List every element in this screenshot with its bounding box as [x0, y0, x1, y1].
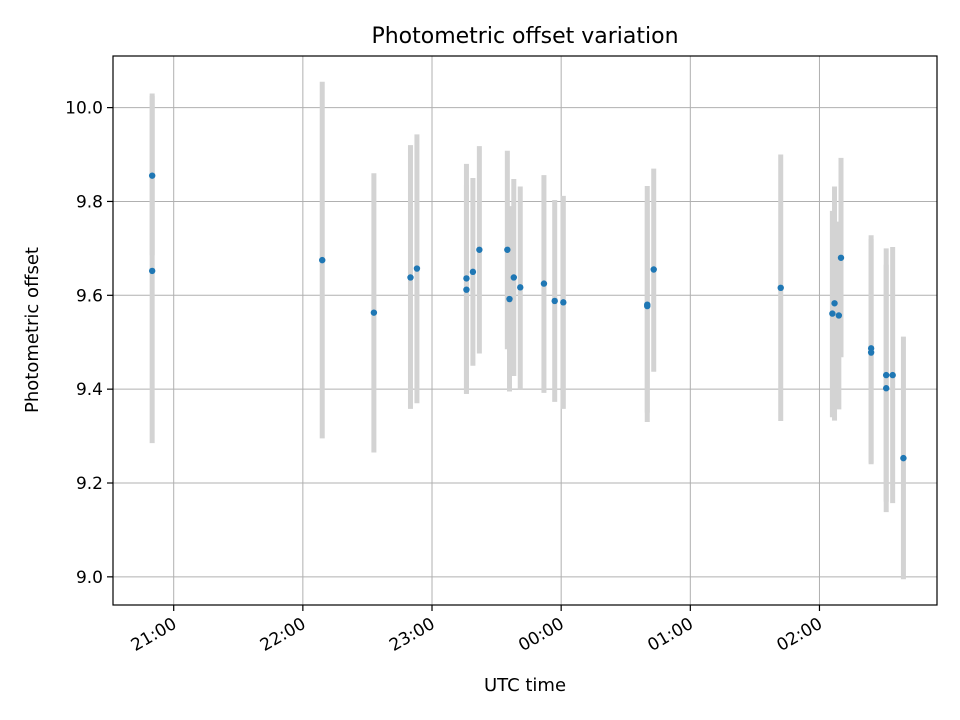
x-axis-label: UTC time: [484, 675, 566, 696]
y-axis-ticks: 9.0 9.2 9.4 9.6 9.8 10.0: [65, 99, 113, 588]
data-point: [551, 297, 558, 305]
data-point: [882, 371, 890, 379]
data-point: [882, 385, 890, 392]
data-point: [835, 312, 843, 319]
axes-frame: [112, 55, 938, 606]
data-point: [407, 274, 414, 281]
y-axis-label: Photometric offset: [22, 247, 43, 413]
data-point: [517, 284, 524, 291]
data-points: [148, 172, 907, 462]
data-point: [510, 274, 518, 281]
data-point: [540, 280, 548, 287]
chart-title: Photometric offset variation: [371, 24, 678, 49]
data-point: [413, 265, 421, 272]
y-tick-label: 9.2: [76, 474, 103, 494]
data-point: [476, 246, 483, 253]
data-point: [319, 256, 326, 264]
data-point: [831, 300, 838, 307]
data-point: [469, 268, 477, 276]
data-point: [837, 254, 845, 261]
data-point: [650, 266, 657, 273]
grid-lines: [113, 56, 937, 605]
y-tick-label: 9.8: [76, 192, 103, 212]
data-point: [560, 299, 567, 306]
data-point: [777, 284, 784, 291]
data-point: [504, 246, 511, 253]
data-point: [506, 295, 513, 303]
data-point: [463, 286, 470, 293]
data-point: [463, 275, 470, 282]
data-point: [370, 309, 378, 316]
data-point: [148, 267, 156, 275]
data-point: [829, 310, 836, 317]
data-point: [889, 371, 896, 379]
y-tick-label: 10.0: [65, 99, 103, 119]
y-tick-label: 9.6: [76, 286, 103, 306]
y-tick-label: 9.4: [76, 380, 103, 400]
data-point: [148, 172, 156, 179]
data-point: [644, 301, 651, 308]
y-tick-label: 9.0: [76, 568, 103, 588]
data-point: [900, 454, 907, 462]
data-point: [867, 349, 875, 356]
